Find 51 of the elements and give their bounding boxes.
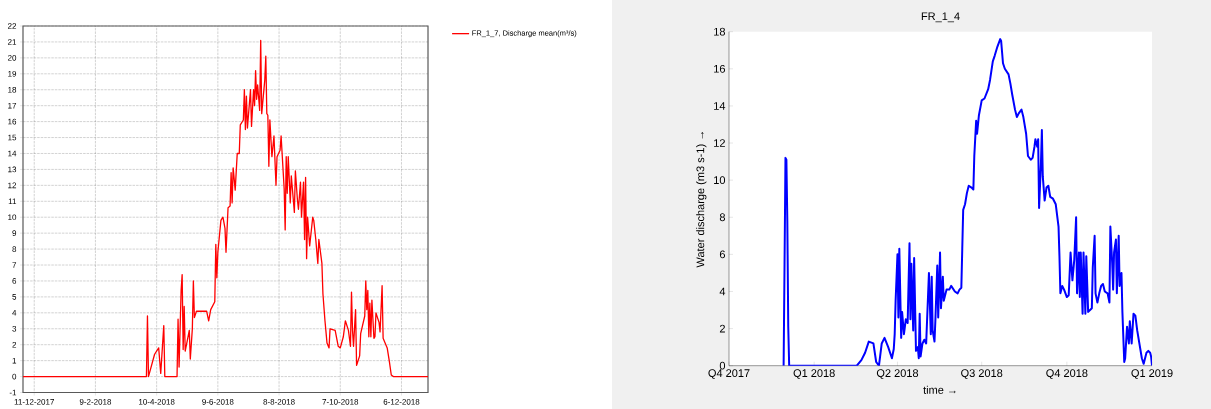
y-tick-label: 6 (719, 250, 726, 259)
y-tick-label: 8 (12, 246, 17, 252)
x-tick-label: Q4 2017 (708, 369, 750, 379)
y-tick-label: 2 (12, 341, 17, 348)
y-tick-label: 12 (8, 182, 17, 189)
x-tick-label: 9-2-2018 (79, 399, 112, 405)
y-tick-label: 19 (8, 70, 17, 77)
x-tick-label: 10-4-2018 (139, 399, 175, 405)
y-tick-label: 12 (714, 139, 725, 147)
y-tick-label: 14 (8, 150, 17, 157)
x-tick-label: 6-12-2018 (383, 399, 420, 405)
y-tick-label: 9 (12, 230, 17, 236)
y-tick-label: 21 (7, 39, 17, 45)
y-tick-label: 13 (8, 166, 17, 173)
y-tick-label: 18 (714, 27, 726, 36)
y-tick-label: 4 (719, 287, 726, 296)
y-tick-label: 22 (7, 23, 17, 29)
y-tick-label: 0 (719, 361, 726, 370)
y-tick-label: 7 (12, 262, 17, 268)
y-tick-label: -1 (9, 389, 17, 396)
y-tick-label: 5 (12, 294, 17, 300)
x-tick-label: Q4 2018 (1046, 369, 1088, 379)
y-tick-label: 6 (12, 278, 17, 284)
line-series (23, 39, 428, 378)
y-tick-label: 14 (714, 102, 726, 110)
x-tick-label: 8-8-2018 (263, 399, 295, 405)
y-tick-label: 11 (8, 198, 17, 205)
y-tick-label: 15 (8, 134, 17, 141)
x-tick-label: 9-6-2018 (202, 399, 234, 405)
y-tick-label: 16 (714, 64, 726, 73)
y-tick-label: 2 (719, 324, 725, 333)
x-tick-label: Q3 2018 (961, 369, 1003, 379)
y-tick-label: 4 (12, 310, 17, 316)
x-tick-label: Q2 2018 (876, 369, 919, 379)
chart-title: FR_1_4 (921, 12, 960, 23)
y-tick-label: 18 (8, 86, 17, 93)
x-tick-label: 7-10-2018 (322, 399, 359, 405)
x-tick-label: Q1 2018 (793, 369, 835, 379)
y-tick-label: 8 (719, 213, 726, 222)
x-tick-label: 11-12-2017 (14, 399, 54, 405)
y-tick-label: 17 (8, 102, 17, 109)
y-tick-label: 10 (8, 214, 17, 221)
y-axis-title: Water discharge (m3 s-1) → (696, 132, 707, 268)
y-tick-label: 20 (7, 55, 17, 61)
y-tick-label: 1 (12, 357, 17, 364)
x-tick-label: Q1 2019 (1131, 369, 1173, 379)
y-tick-label: 10 (714, 176, 726, 185)
x-axis-title: time → (923, 385, 956, 394)
y-tick-label: 3 (12, 325, 17, 332)
y-tick-label: 16 (8, 118, 17, 125)
y-tick-label: 0 (12, 373, 17, 380)
